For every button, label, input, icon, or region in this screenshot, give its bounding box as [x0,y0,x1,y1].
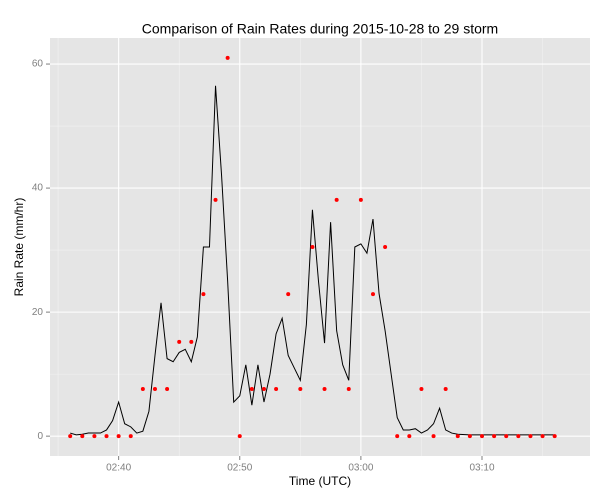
rain-rate-point [346,387,351,392]
rain-rate-point [104,434,109,439]
rain-rate-point [480,434,484,439]
y-tick-label: 40 [32,183,44,194]
rain-rate-point [443,387,448,392]
x-tick-label: 02:40 [106,463,131,474]
rain-rate-point [395,434,400,439]
rain-rate-point [237,434,242,439]
rain-rate-point [516,434,521,439]
rain-rate-point [225,55,230,60]
x-tick-label: 03:00 [348,463,373,474]
rain-rate-point [189,339,194,344]
rain-rate-point [274,387,279,392]
y-axis-title: Rain Rate (mm/hr) [12,198,26,297]
rain-rate-point [310,245,315,249]
y-tick-label: 20 [32,307,44,318]
x-axis-title: Time (UTC) [289,474,351,488]
rain-rate-point [249,387,254,392]
rain-rate-line [70,85,555,436]
rain-rate-point [116,434,121,439]
rain-rate-point [407,434,412,439]
y-tick-label: 0 [37,431,43,442]
rain-rate-point [540,434,545,439]
x-tick-label: 02:50 [227,463,252,474]
rain-rate-point [504,434,509,439]
rain-rate-point [201,292,206,297]
rain-rate-point [177,339,182,344]
rain-rate-point [467,434,472,439]
rain-rate-point [431,434,436,439]
rain-rate-point [68,434,73,439]
rain-rate-point [383,245,388,249]
x-tick-label: 03:10 [469,463,494,474]
chart-title: Comparison of Rain Rates during 2015-10-… [142,21,498,37]
rain-rate-point [492,434,497,439]
rain-rate-point [128,434,133,439]
rain-rate-point [370,292,375,297]
rain-rate-point [261,387,266,392]
rain-rate-point [358,197,363,202]
rain-rate-point [286,292,291,297]
y-tick-label: 60 [32,59,44,70]
rain-rate-point [92,434,97,439]
rain-rate-point [165,387,170,392]
rain-rate-point [80,434,85,439]
rain-rate-point [140,387,145,392]
rain-rate-point [455,434,460,439]
rain-rate-point [322,387,327,392]
plot-panel [50,38,590,456]
rain-rate-point [528,434,533,439]
rain-rate-point [552,434,557,439]
rain-rate-point [213,197,218,202]
rain-rate-point [419,387,424,392]
rain-rate-point [152,387,157,392]
rain-rate-point [334,197,339,202]
rain-rate-point [298,387,303,392]
